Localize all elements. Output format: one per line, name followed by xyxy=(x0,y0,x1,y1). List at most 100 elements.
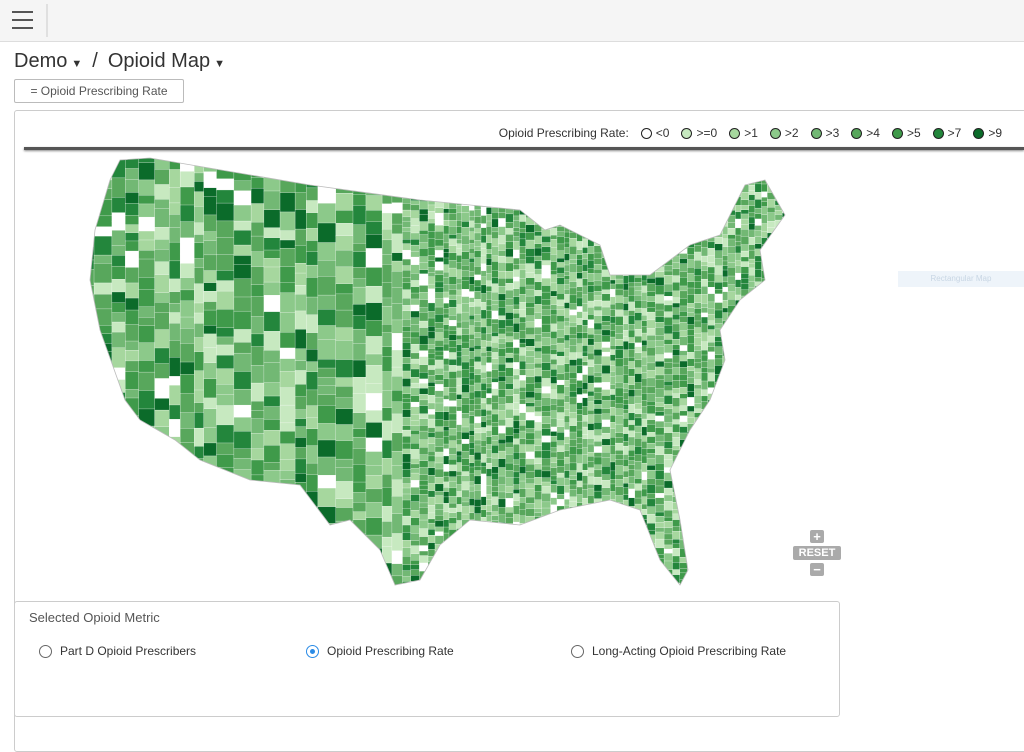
radio-option[interactable]: Opioid Prescribing Rate xyxy=(306,644,454,658)
county xyxy=(634,342,643,348)
county xyxy=(468,262,475,272)
county xyxy=(789,318,798,322)
county xyxy=(672,547,681,557)
zoom-in[interactable]: + xyxy=(810,530,824,543)
county xyxy=(381,371,393,391)
county xyxy=(427,211,436,219)
county xyxy=(582,311,589,321)
county xyxy=(179,289,195,302)
county xyxy=(550,254,558,263)
county xyxy=(486,476,493,486)
county xyxy=(365,158,383,165)
county xyxy=(468,243,475,249)
reset-button[interactable]: RESET xyxy=(793,546,841,560)
county xyxy=(782,452,785,460)
county xyxy=(615,316,624,326)
county xyxy=(474,543,482,552)
county xyxy=(434,462,444,470)
county xyxy=(646,232,656,240)
county xyxy=(701,195,709,205)
county xyxy=(655,379,665,390)
county xyxy=(427,386,436,396)
county xyxy=(541,278,552,286)
county xyxy=(498,348,507,358)
county xyxy=(722,563,729,572)
county xyxy=(541,515,552,525)
crumb[interactable]: Opioid Map ▼ xyxy=(107,50,225,72)
county xyxy=(233,469,252,487)
county xyxy=(569,396,578,406)
county xyxy=(352,328,367,344)
county xyxy=(622,275,629,284)
county xyxy=(456,484,463,492)
county xyxy=(427,467,436,476)
radio-option[interactable]: Long-Acting Opioid Prescribing Rate xyxy=(571,644,786,658)
zoom-out[interactable]: − xyxy=(810,563,824,576)
radio-option[interactable]: Part D Opioid Prescribers xyxy=(39,644,196,658)
county xyxy=(456,377,463,387)
county xyxy=(263,511,281,531)
county xyxy=(294,158,307,166)
county xyxy=(714,258,723,267)
county xyxy=(789,200,798,205)
county xyxy=(434,402,444,413)
county xyxy=(601,176,611,183)
county xyxy=(679,458,688,468)
county xyxy=(587,375,595,384)
county xyxy=(694,462,702,470)
county xyxy=(587,292,595,302)
county xyxy=(714,569,723,578)
county xyxy=(168,560,181,580)
county xyxy=(443,443,450,450)
county xyxy=(419,454,429,462)
county xyxy=(505,573,514,580)
county xyxy=(448,199,457,209)
menu-button[interactable] xyxy=(0,0,48,41)
county xyxy=(525,578,535,585)
county xyxy=(550,582,558,585)
county xyxy=(402,184,412,195)
county xyxy=(427,260,436,268)
county xyxy=(722,445,729,454)
county xyxy=(564,545,570,555)
county xyxy=(486,326,493,335)
county xyxy=(513,388,520,395)
county xyxy=(534,568,543,576)
county xyxy=(505,262,514,272)
county-map[interactable] xyxy=(0,150,800,595)
county xyxy=(534,375,543,384)
county xyxy=(233,220,252,231)
county xyxy=(541,299,552,306)
county xyxy=(541,236,552,243)
county xyxy=(194,427,205,447)
county xyxy=(534,430,543,440)
legend-label: >9 xyxy=(988,126,1002,140)
county xyxy=(486,158,493,163)
county xyxy=(391,401,403,415)
county xyxy=(216,424,235,444)
legend-swatch xyxy=(640,127,652,139)
county xyxy=(474,439,482,446)
county xyxy=(541,167,552,175)
county xyxy=(728,150,736,157)
county xyxy=(722,430,729,438)
county xyxy=(774,310,783,321)
county xyxy=(410,430,420,436)
county xyxy=(93,384,113,404)
filter-chip[interactable]: = Opioid Prescribing Rate xyxy=(14,79,184,103)
county xyxy=(534,334,543,343)
county xyxy=(419,299,429,309)
county xyxy=(480,432,487,441)
county xyxy=(601,219,611,226)
county xyxy=(634,503,643,513)
county xyxy=(468,158,475,160)
crumb[interactable]: Demo ▼ xyxy=(14,50,83,72)
county xyxy=(519,473,527,482)
county xyxy=(90,365,95,380)
county xyxy=(468,454,475,464)
county xyxy=(434,322,444,329)
county xyxy=(263,209,281,229)
county xyxy=(410,304,420,312)
county xyxy=(550,261,558,271)
county xyxy=(519,302,527,310)
